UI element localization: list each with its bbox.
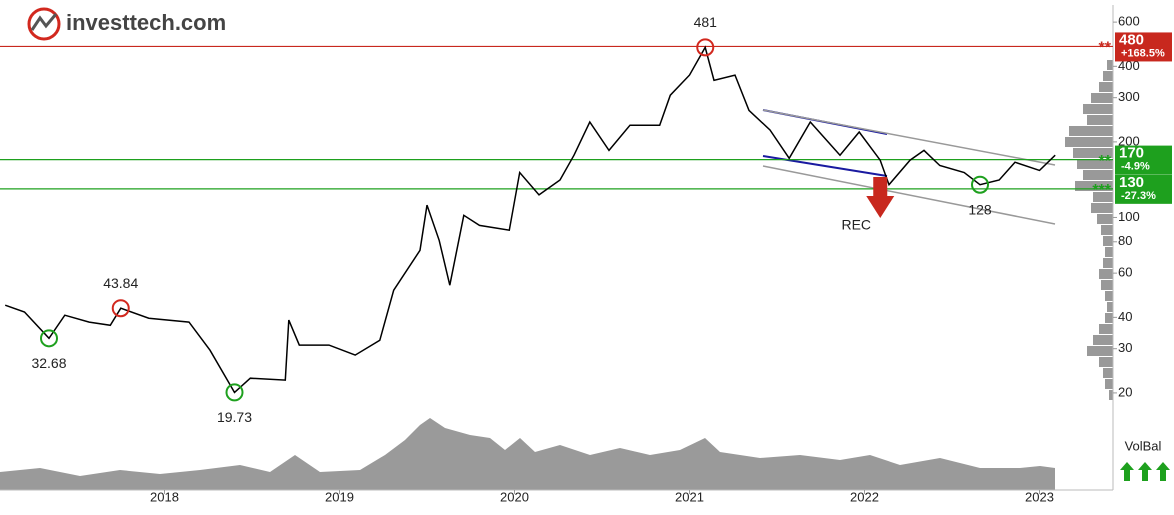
extreme-marker	[971, 175, 989, 194]
profile-bar	[1105, 379, 1113, 389]
x-tick-label: 2023	[1025, 489, 1054, 504]
level-change: -27.3%	[1121, 190, 1156, 202]
y-tick-label: 300	[1118, 89, 1140, 104]
profile-bar	[1103, 368, 1113, 378]
profile-bar	[1093, 192, 1113, 202]
logo-text: investtech.com	[66, 10, 226, 35]
trend-line	[762, 165, 1056, 225]
y-tick-label: 40	[1118, 309, 1132, 324]
extreme-marker	[40, 329, 58, 348]
level-stars: **	[1099, 40, 1112, 57]
profile-bar	[1107, 302, 1113, 312]
y-tick-label: 20	[1118, 384, 1132, 399]
profile-bar	[1103, 71, 1113, 81]
signal-label: REC	[841, 217, 871, 233]
extreme-label: 43.84	[103, 275, 138, 291]
x-tick-label: 2021	[675, 489, 704, 504]
profile-bar	[1097, 214, 1113, 224]
x-tick-label: 2022	[850, 489, 879, 504]
profile-bar	[1087, 115, 1113, 125]
volume-profile	[1065, 60, 1113, 400]
x-tick-label: 2018	[150, 489, 179, 504]
extreme-label: 19.73	[217, 409, 252, 425]
x-tick-label: 2019	[325, 489, 354, 504]
profile-bar	[1087, 346, 1113, 356]
arrow-icon	[1156, 462, 1170, 481]
level-box	[1115, 32, 1172, 62]
profile-bar	[1101, 280, 1113, 290]
level-stars: ***	[1092, 182, 1111, 199]
volume-area	[0, 418, 1055, 490]
profile-bar	[1109, 390, 1113, 400]
level-stars: **	[1099, 153, 1112, 170]
level-change: -4.9%	[1121, 161, 1150, 173]
price-line	[4, 45, 1056, 394]
profile-bar	[1077, 159, 1113, 169]
x-tick-label: 2020	[500, 489, 529, 504]
signal-arrow	[866, 177, 895, 218]
logo-icon	[30, 13, 58, 31]
y-tick-label: 60	[1118, 265, 1132, 280]
profile-bar	[1099, 357, 1113, 367]
extreme-label: 32.68	[31, 355, 66, 371]
y-tick-label: 600	[1118, 14, 1140, 29]
profile-bar	[1093, 335, 1113, 345]
profile-bar	[1083, 104, 1113, 114]
y-tick-label: 100	[1118, 209, 1140, 224]
profile-bar	[1073, 148, 1113, 158]
profile-bar	[1103, 258, 1113, 268]
logo-icon	[27, 7, 61, 41]
trend-line	[762, 109, 1056, 166]
profile-bar	[1091, 203, 1113, 213]
profile-bar	[1065, 137, 1113, 147]
profile-bar	[1103, 236, 1113, 246]
extreme-label: 481	[694, 14, 718, 30]
volbal-arrows	[1120, 462, 1170, 481]
level-box	[1115, 145, 1172, 175]
extreme-marker	[111, 299, 130, 318]
extreme-marker	[225, 383, 244, 402]
level-change: +168.5%	[1121, 47, 1165, 59]
arrow-icon	[1138, 462, 1152, 481]
y-tick-label: 200	[1118, 133, 1140, 148]
volbal-label: VolBal	[1125, 438, 1162, 453]
level-value: 170	[1119, 145, 1144, 162]
profile-bar	[1099, 82, 1113, 92]
profile-bar	[1107, 60, 1113, 70]
profile-bar	[1105, 313, 1113, 323]
profile-bar	[1091, 93, 1113, 103]
profile-bar	[1101, 225, 1113, 235]
extreme-label: 128	[968, 201, 992, 217]
profile-bar	[1075, 181, 1113, 191]
y-tick-label: 30	[1118, 340, 1132, 355]
level-value: 480	[1119, 31, 1144, 48]
profile-bar	[1099, 324, 1113, 334]
level-box	[1115, 174, 1172, 204]
y-tick-label: 400	[1118, 58, 1140, 73]
level-value: 130	[1119, 174, 1144, 191]
logo: investtech.com	[27, 7, 226, 41]
profile-bar	[1105, 291, 1113, 301]
profile-bar	[1083, 170, 1113, 180]
profile-bar	[1105, 247, 1113, 257]
y-tick-label: 80	[1118, 233, 1132, 248]
profile-bar	[1099, 269, 1113, 279]
extreme-marker	[696, 38, 715, 57]
arrow-icon	[1120, 462, 1134, 481]
profile-bar	[1069, 126, 1113, 136]
